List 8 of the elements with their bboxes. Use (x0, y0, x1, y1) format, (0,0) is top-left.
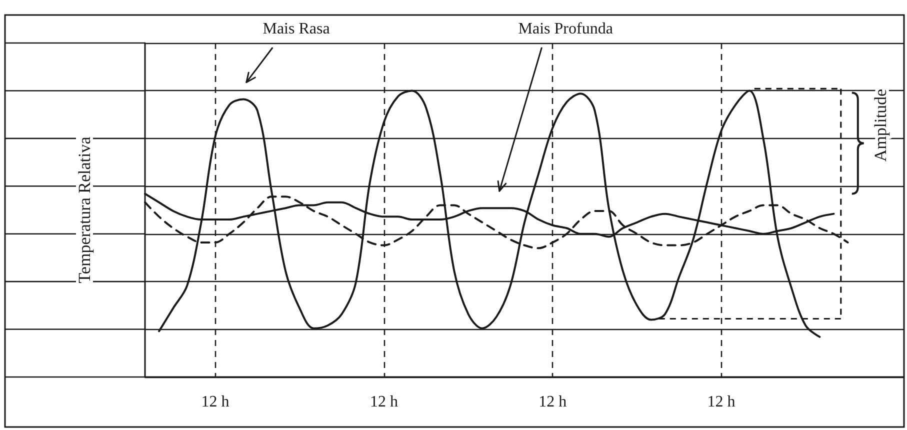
text: Mais Rasa (262, 20, 330, 38)
x-tick-label: 12 h (370, 394, 398, 410)
x-tick-label: 12 h (707, 394, 736, 410)
x-tick-label: 12 h (538, 394, 567, 410)
y-axis-title: Temperatura Relativa (75, 136, 94, 284)
text: Mais Profunda (518, 20, 613, 38)
x-tick-label: 12 h (201, 394, 230, 410)
annotation: Amplitude (870, 88, 890, 162)
